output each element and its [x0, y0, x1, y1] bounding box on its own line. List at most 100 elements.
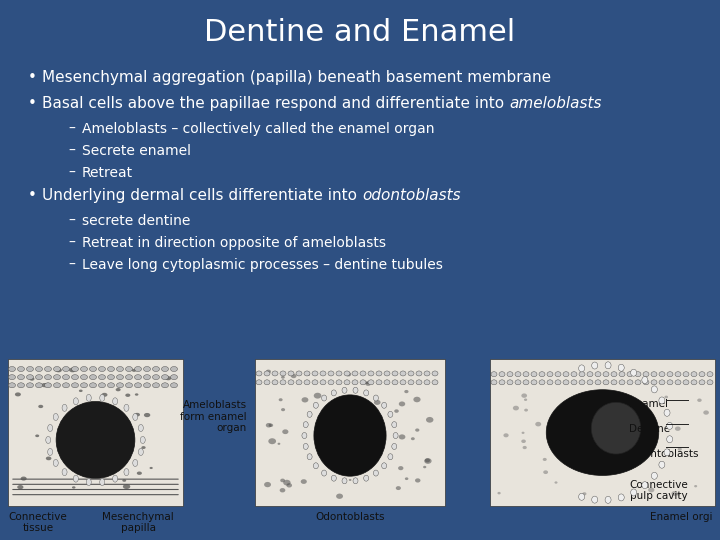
Ellipse shape [546, 390, 659, 475]
Ellipse shape [571, 372, 577, 377]
Ellipse shape [543, 470, 548, 474]
Ellipse shape [382, 463, 387, 469]
Text: Enamel: Enamel [629, 399, 668, 409]
Ellipse shape [426, 417, 433, 423]
Text: Connective
tissue: Connective tissue [9, 511, 68, 533]
Ellipse shape [107, 383, 114, 388]
Ellipse shape [651, 380, 657, 385]
Ellipse shape [571, 380, 577, 385]
Ellipse shape [89, 375, 96, 380]
Ellipse shape [648, 488, 654, 492]
Ellipse shape [353, 478, 358, 484]
Ellipse shape [587, 380, 593, 385]
Text: –: – [68, 166, 75, 180]
Ellipse shape [694, 485, 697, 488]
Ellipse shape [73, 475, 78, 482]
Ellipse shape [288, 371, 294, 376]
Text: –: – [68, 144, 75, 158]
Text: –: – [68, 122, 75, 136]
Ellipse shape [288, 380, 294, 385]
Text: Odontoblasts: Odontoblasts [629, 449, 699, 459]
Ellipse shape [491, 372, 497, 377]
Text: Mesenchymal aggregation (papilla) beneath basement membrane: Mesenchymal aggregation (papilla) beneat… [42, 70, 551, 85]
Ellipse shape [643, 372, 649, 377]
Ellipse shape [116, 388, 121, 392]
Ellipse shape [699, 372, 705, 377]
Ellipse shape [328, 371, 334, 376]
Ellipse shape [81, 375, 88, 380]
Ellipse shape [99, 367, 106, 372]
Ellipse shape [55, 368, 62, 372]
Ellipse shape [63, 383, 70, 388]
Ellipse shape [491, 380, 497, 385]
Ellipse shape [667, 372, 673, 377]
Ellipse shape [652, 386, 657, 393]
Ellipse shape [107, 375, 114, 380]
Ellipse shape [667, 422, 672, 429]
Ellipse shape [138, 448, 143, 455]
Ellipse shape [307, 373, 310, 376]
Ellipse shape [384, 380, 390, 385]
Ellipse shape [117, 383, 124, 388]
Ellipse shape [555, 380, 561, 385]
Ellipse shape [382, 402, 387, 408]
Ellipse shape [523, 380, 529, 385]
Ellipse shape [404, 390, 408, 393]
Ellipse shape [631, 369, 636, 376]
Ellipse shape [642, 482, 648, 489]
Ellipse shape [503, 433, 508, 437]
Ellipse shape [396, 486, 401, 490]
Ellipse shape [135, 367, 142, 372]
Text: Odontoblasts: Odontoblasts [315, 511, 384, 522]
Ellipse shape [312, 380, 318, 385]
Ellipse shape [374, 400, 381, 405]
Ellipse shape [125, 383, 132, 388]
Ellipse shape [393, 433, 398, 438]
Ellipse shape [27, 383, 34, 388]
Ellipse shape [664, 449, 670, 456]
Ellipse shape [125, 375, 132, 380]
Ellipse shape [415, 478, 420, 483]
Ellipse shape [587, 372, 593, 377]
Ellipse shape [707, 372, 713, 377]
Text: Secrete enamel: Secrete enamel [82, 144, 191, 158]
Ellipse shape [322, 395, 327, 401]
Ellipse shape [153, 367, 160, 372]
Ellipse shape [143, 367, 150, 372]
Ellipse shape [400, 371, 406, 376]
Ellipse shape [592, 362, 598, 369]
Ellipse shape [71, 375, 78, 380]
Ellipse shape [283, 480, 291, 485]
Ellipse shape [346, 372, 351, 376]
Text: –: – [68, 236, 75, 250]
Ellipse shape [303, 443, 308, 449]
Ellipse shape [53, 460, 58, 467]
Ellipse shape [678, 448, 682, 451]
Ellipse shape [41, 383, 48, 387]
Ellipse shape [498, 492, 500, 495]
Ellipse shape [56, 402, 135, 478]
Ellipse shape [122, 479, 126, 482]
Ellipse shape [595, 380, 601, 385]
Ellipse shape [535, 422, 541, 427]
Ellipse shape [499, 372, 505, 377]
Ellipse shape [603, 372, 609, 377]
Ellipse shape [138, 424, 143, 431]
Ellipse shape [651, 372, 657, 377]
Ellipse shape [675, 427, 680, 431]
Ellipse shape [424, 371, 430, 376]
Ellipse shape [62, 404, 67, 411]
Ellipse shape [62, 469, 67, 476]
Ellipse shape [353, 387, 358, 393]
Ellipse shape [523, 446, 527, 449]
Ellipse shape [314, 395, 386, 476]
Text: Dentine and Enamel: Dentine and Enamel [204, 18, 516, 47]
Ellipse shape [17, 383, 24, 388]
Ellipse shape [683, 372, 689, 377]
Ellipse shape [53, 383, 60, 388]
Ellipse shape [364, 390, 369, 396]
Ellipse shape [611, 380, 617, 385]
Text: odontoblasts: odontoblasts [362, 188, 461, 203]
Ellipse shape [312, 371, 318, 376]
Ellipse shape [17, 485, 24, 489]
